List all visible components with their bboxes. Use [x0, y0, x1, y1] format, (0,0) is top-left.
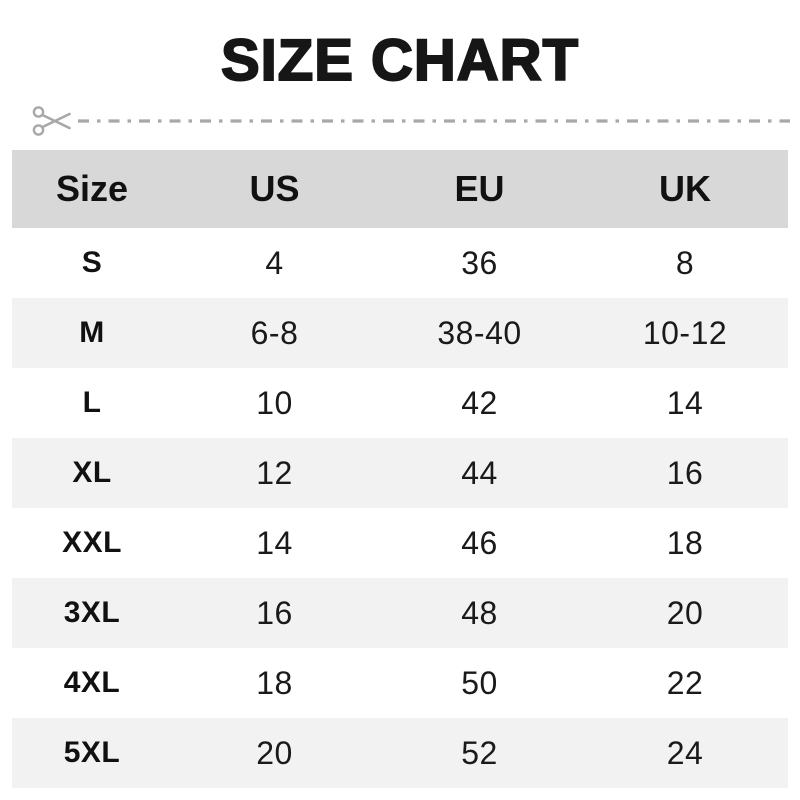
cell-uk: 10-12: [642, 314, 728, 351]
table-row-3xl: 3XL 16 48 20: [12, 578, 788, 648]
table-row-5xl: 5XL 20 52 24: [12, 718, 788, 788]
cell-us: 16: [256, 594, 293, 631]
cut-line: [0, 100, 800, 142]
dash-dot-line: [78, 119, 790, 123]
cell-size: 5XL: [63, 736, 121, 769]
cell-us: 12: [256, 454, 293, 491]
cell-size: S: [81, 246, 103, 279]
cell-size: XXL: [62, 526, 122, 559]
table-row-xl: XL 12 44 16: [12, 438, 788, 508]
cell-size: XL: [72, 456, 112, 489]
cell-us: 20: [256, 734, 293, 771]
table-row-m: M 6-8 38-40 10-12: [12, 298, 788, 368]
header-size: Size: [55, 168, 129, 209]
cell-eu: 52: [461, 734, 498, 771]
cell-eu: 48: [461, 594, 498, 631]
cell-size: L: [82, 386, 102, 419]
cell-eu: 38-40: [437, 314, 522, 351]
cell-uk: 20: [666, 594, 704, 631]
table-row-l: L 10 42 14: [12, 368, 788, 438]
cell-size: 4XL: [63, 666, 121, 699]
table-header-row: Size US EU UK: [12, 150, 788, 228]
cell-eu: 50: [461, 664, 498, 701]
table-row-xxl: XXL 14 46 18: [12, 508, 788, 578]
cell-us: 4: [265, 244, 284, 281]
header-uk: UK: [659, 168, 711, 209]
cell-eu: 46: [461, 524, 498, 561]
cell-uk: 14: [666, 384, 704, 421]
cell-us: 6-8: [250, 314, 299, 351]
size-chart-table: Size US EU UK S 4 36 8 M 6-8 38-40 10-12…: [12, 150, 788, 788]
header-eu: EU: [454, 168, 505, 209]
cell-eu: 36: [461, 244, 498, 281]
cell-uk: 24: [666, 734, 704, 771]
cell-eu: 44: [461, 454, 498, 491]
header-us: US: [249, 168, 300, 209]
cell-us: 14: [256, 524, 293, 561]
cell-size: M: [79, 316, 105, 349]
cell-us: 18: [256, 664, 293, 701]
table-row-4xl: 4XL 18 50 22: [12, 648, 788, 718]
cell-uk: 16: [666, 454, 704, 491]
cell-uk: 18: [666, 524, 704, 561]
table-row-s: S 4 36 8: [12, 228, 788, 298]
cell-uk: 8: [675, 244, 695, 281]
cell-uk: 22: [666, 664, 704, 701]
page-title: SIZE CHART: [220, 28, 579, 93]
cell-eu: 42: [461, 384, 498, 421]
cell-us: 10: [256, 384, 293, 421]
cell-size: 3XL: [63, 596, 121, 629]
scissors-icon: [32, 106, 71, 136]
